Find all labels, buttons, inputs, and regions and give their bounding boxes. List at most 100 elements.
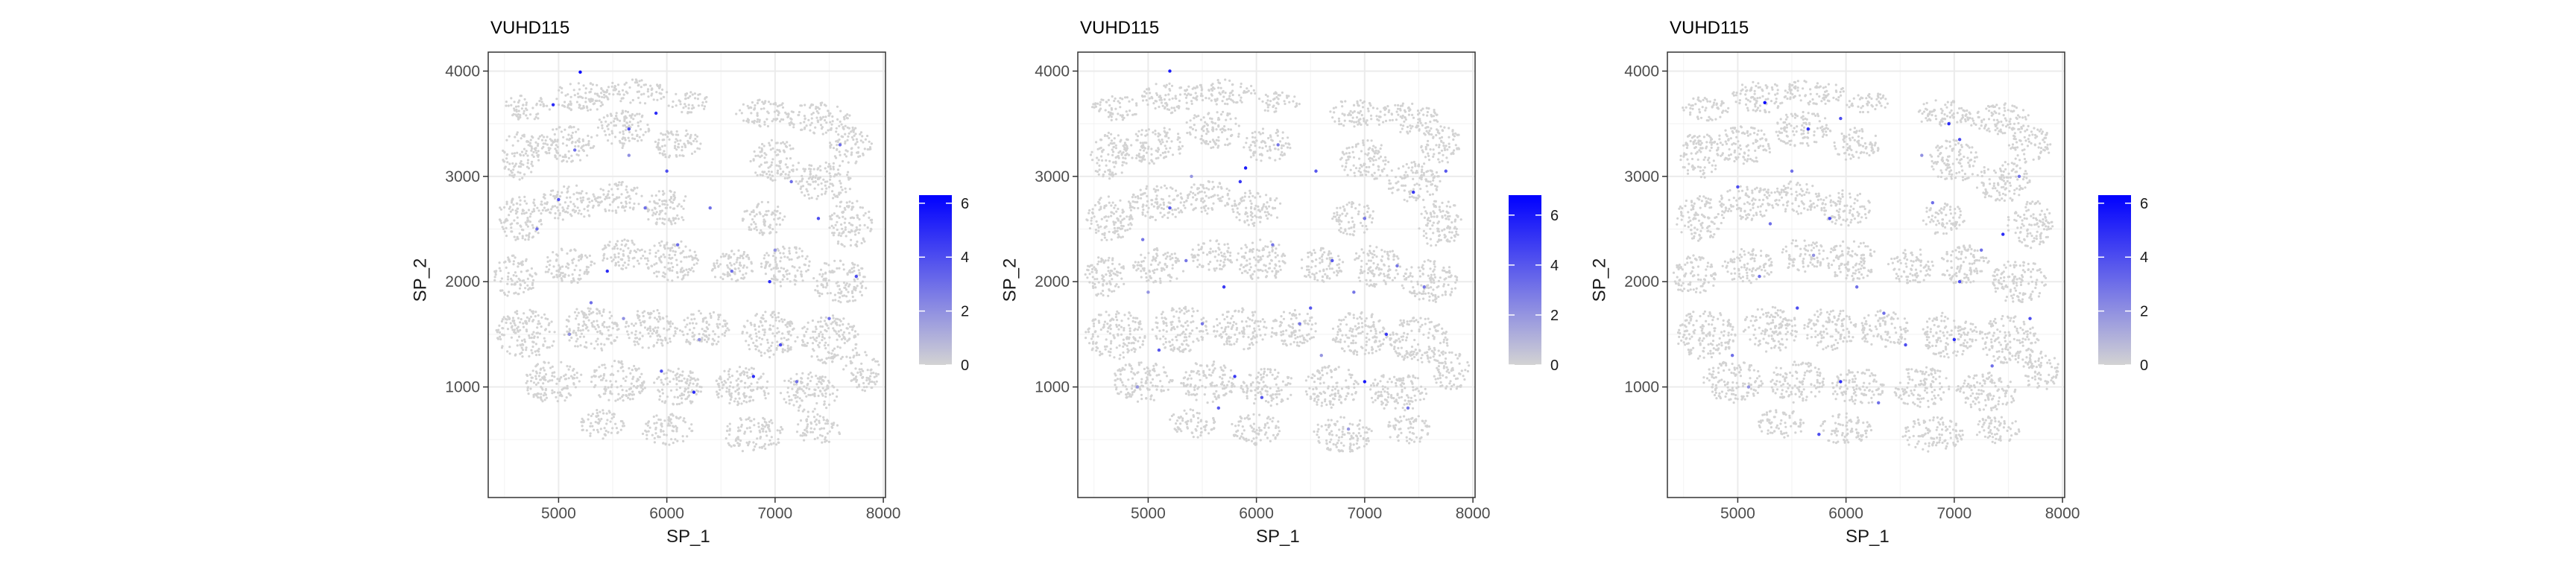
data-point — [664, 339, 667, 342]
data-point — [1252, 154, 1255, 157]
data-point — [695, 262, 698, 265]
data-point — [832, 147, 836, 150]
data-point — [754, 344, 757, 347]
data-point — [566, 205, 570, 208]
data-point — [754, 104, 757, 107]
data-point — [763, 161, 766, 164]
data-point — [666, 136, 669, 139]
data-point — [672, 378, 675, 381]
data-point — [639, 101, 642, 104]
data-point — [803, 127, 806, 130]
data-point — [1246, 136, 1248, 140]
data-point — [758, 232, 761, 235]
data-point — [1163, 127, 1166, 130]
data-point — [765, 153, 768, 156]
data-point — [641, 346, 644, 349]
data-point — [1329, 110, 1332, 113]
data-point — [1126, 96, 1128, 99]
data-point — [815, 401, 818, 405]
data-point — [668, 253, 671, 256]
data-point — [623, 83, 626, 86]
data-point — [801, 327, 804, 330]
data-point — [838, 232, 841, 235]
data-point — [748, 400, 751, 403]
data-point — [678, 417, 681, 420]
data-point — [663, 419, 666, 422]
data-point — [786, 115, 790, 118]
data-point — [673, 147, 677, 150]
data-point — [799, 104, 802, 107]
data-point — [511, 317, 515, 320]
data-point — [1275, 96, 1278, 99]
data-point — [824, 279, 827, 282]
data-point — [531, 275, 534, 278]
data-point — [1229, 118, 1232, 121]
data-point — [729, 255, 733, 258]
data-point — [1224, 102, 1227, 105]
data-point — [1135, 139, 1138, 142]
data-point — [774, 209, 777, 212]
data-point — [568, 315, 571, 318]
data-point — [655, 414, 658, 417]
data-point — [534, 149, 537, 152]
data-point — [684, 103, 686, 106]
data-point — [571, 258, 574, 262]
data-point — [684, 134, 687, 137]
data-point — [846, 117, 849, 120]
data-point — [1349, 109, 1352, 112]
data-point — [1120, 171, 1123, 174]
data-point — [565, 325, 568, 328]
data-point — [554, 155, 557, 158]
data-point — [1140, 159, 1143, 162]
data-point — [514, 136, 517, 139]
data-point — [614, 243, 618, 246]
data-point — [593, 369, 596, 372]
data-point — [778, 104, 781, 107]
data-point — [692, 263, 695, 266]
data-point — [688, 328, 692, 331]
data-point — [742, 250, 745, 254]
data-point — [765, 430, 768, 433]
data-point — [567, 274, 570, 277]
data-point — [1151, 97, 1154, 100]
data-point — [854, 162, 857, 165]
data-point — [557, 391, 560, 394]
data-point — [692, 257, 696, 260]
data-point — [505, 157, 508, 160]
data-point — [625, 390, 628, 393]
data-point — [589, 90, 592, 93]
data-point — [1174, 95, 1177, 98]
data-point — [763, 254, 766, 257]
data-point — [631, 331, 634, 334]
data-point — [564, 153, 566, 156]
data-point — [791, 387, 794, 390]
data-point — [870, 372, 873, 375]
data-point — [680, 205, 683, 208]
data-point — [788, 176, 791, 179]
data-point — [745, 375, 749, 378]
data-point — [1277, 103, 1280, 106]
data-point — [684, 421, 686, 424]
data-point — [870, 227, 873, 230]
data-point — [739, 419, 742, 422]
data-point — [499, 280, 502, 283]
data-point — [850, 290, 854, 293]
data-point — [577, 322, 580, 326]
data-point — [592, 193, 595, 196]
data-point — [768, 165, 771, 168]
data-point — [1164, 106, 1167, 109]
data-point — [780, 173, 783, 176]
data-point — [506, 294, 509, 297]
data-point — [508, 260, 511, 263]
data-point — [664, 443, 667, 446]
data-point — [590, 312, 593, 315]
data-point — [761, 142, 764, 146]
data-point — [796, 336, 799, 339]
data-point — [824, 438, 827, 441]
data-point — [611, 209, 614, 212]
data-point — [748, 107, 751, 109]
data-point — [810, 177, 813, 181]
data-point — [728, 267, 731, 270]
data-point — [540, 139, 544, 142]
data-point — [568, 339, 571, 342]
